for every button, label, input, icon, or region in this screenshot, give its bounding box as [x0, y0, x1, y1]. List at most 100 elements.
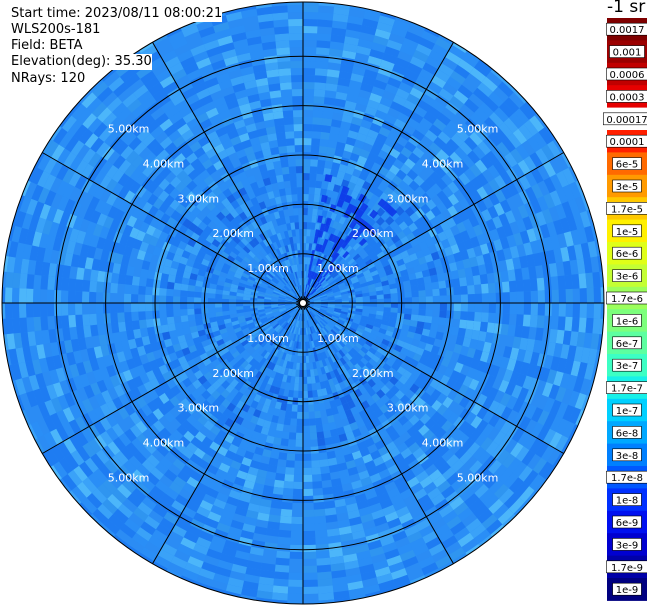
field-cell: [326, 450, 336, 460]
field-cell: [425, 56, 442, 70]
colorbar-tick-label: 6e-8: [616, 428, 639, 439]
field-cell: [218, 413, 229, 424]
field-cell: [562, 421, 576, 439]
field-cell: [553, 248, 563, 263]
field-cell: [304, 285, 306, 293]
field-cell: [69, 363, 80, 378]
field-cell: [119, 331, 128, 342]
field-cell: [340, 475, 352, 485]
field-cell: [374, 109, 388, 121]
field-cell: [316, 367, 323, 376]
field-cell: [411, 464, 425, 477]
field-cell: [215, 289, 223, 295]
field-cell: [323, 167, 332, 176]
field-cell: [592, 271, 601, 288]
field-cell: [169, 330, 178, 339]
field-cell: [438, 561, 454, 572]
field-cell: [303, 187, 310, 195]
field-cell: [418, 303, 426, 310]
field-cell: [368, 287, 377, 293]
field-cell: [237, 240, 246, 249]
field-cell: [579, 303, 587, 318]
field-cell: [317, 585, 334, 594]
field-cell: [474, 312, 482, 322]
field-cell: [169, 446, 182, 459]
field-cell: [303, 12, 319, 20]
field-cell: [363, 354, 372, 362]
field-cell: [216, 385, 226, 395]
field-cell: [343, 362, 351, 371]
field-cell: [413, 333, 422, 341]
field-cell: [3, 255, 9, 272]
field-cell: [160, 213, 171, 224]
field-cell: [323, 326, 330, 334]
field-cell: [82, 279, 91, 292]
field-cell: [347, 340, 356, 348]
field-cell: [98, 464, 113, 479]
field-cell: [33, 303, 41, 318]
field-cell: [326, 276, 334, 283]
field-cell: [264, 294, 272, 298]
field-cell: [418, 556, 436, 569]
field-cell: [402, 255, 412, 264]
field-cell: [521, 450, 536, 466]
field-cell: [378, 126, 391, 138]
field-cell: [243, 305, 251, 310]
field-cell: [390, 293, 398, 299]
field-cell: [344, 409, 353, 418]
field-cell: [303, 278, 306, 286]
field-cell: [140, 547, 158, 562]
field-cell: [357, 557, 373, 568]
field-cell: [251, 270, 259, 277]
field-cell: [296, 313, 300, 321]
field-cell: [389, 447, 401, 458]
field-cell: [383, 334, 392, 342]
field-cell: [269, 421, 278, 431]
field-cell: [379, 535, 395, 547]
field-cell: [280, 279, 287, 286]
field-cell: [549, 399, 562, 416]
field-cell: [336, 404, 345, 414]
field-cell: [337, 77, 351, 87]
field-cell: [113, 384, 125, 397]
field-cell: [64, 252, 74, 267]
field-cell: [132, 532, 149, 548]
field-cell: [390, 101, 404, 113]
field-cell: [315, 61, 329, 70]
field-cell: [462, 155, 475, 169]
field-cell: [340, 291, 348, 295]
field-cell: [241, 272, 250, 279]
field-cell: [103, 519, 120, 535]
field-cell: [365, 258, 374, 266]
field-cell: [341, 305, 349, 308]
field-cell: [285, 303, 293, 305]
field-cell: [311, 467, 321, 475]
field-cell: [181, 347, 191, 356]
field-cell: [331, 406, 339, 415]
field-cell: [396, 339, 405, 348]
field-cell: [281, 501, 293, 510]
field-cell: [380, 586, 396, 594]
field-cell: [448, 44, 466, 59]
field-cell: [278, 529, 292, 538]
field-cell: [102, 498, 118, 515]
field-cell: [313, 306, 321, 310]
field-cell: [313, 296, 321, 300]
field-cell: [309, 264, 314, 273]
field-cell: [62, 168, 76, 184]
field-cell: [303, 390, 308, 399]
field-cell: [138, 277, 147, 287]
field-cell: [397, 245, 407, 254]
field-cell: [271, 415, 279, 424]
field-cell: [516, 303, 524, 315]
field-cell: [310, 310, 316, 317]
field-cell: [330, 355, 337, 363]
field-cell: [255, 345, 263, 353]
field-cell: [245, 473, 257, 483]
field-cell: [279, 292, 287, 297]
field-cell: [407, 531, 423, 544]
field-cell: [303, 89, 315, 97]
field-cell: [452, 213, 463, 225]
field-cell: [245, 355, 254, 364]
field-cell: [385, 390, 395, 400]
